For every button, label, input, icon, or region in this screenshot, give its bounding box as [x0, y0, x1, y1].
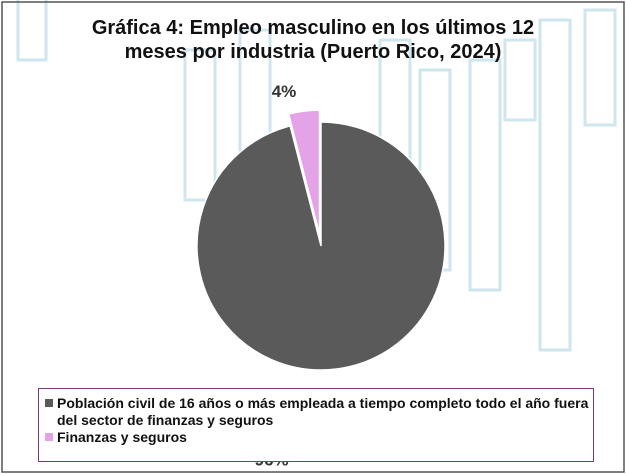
legend-item: Población civil de 16 años o más emplead…: [45, 395, 589, 429]
legend-label: Población civil de 16 años o más emplead…: [57, 395, 589, 428]
legend-swatch: [45, 433, 53, 441]
pie-slice: [196, 121, 446, 371]
pie-slice: [287, 109, 321, 235]
legend-item: Finanzas y seguros: [45, 429, 589, 446]
legend: Población civil de 16 años o más emplead…: [38, 388, 594, 462]
value-label: 4%: [272, 82, 297, 101]
legend-label: Finanzas y seguros: [57, 429, 187, 445]
legend-swatch: [45, 399, 53, 407]
chart-title: Gráfica 4: Empleo masculino en los últim…: [91, 17, 535, 63]
